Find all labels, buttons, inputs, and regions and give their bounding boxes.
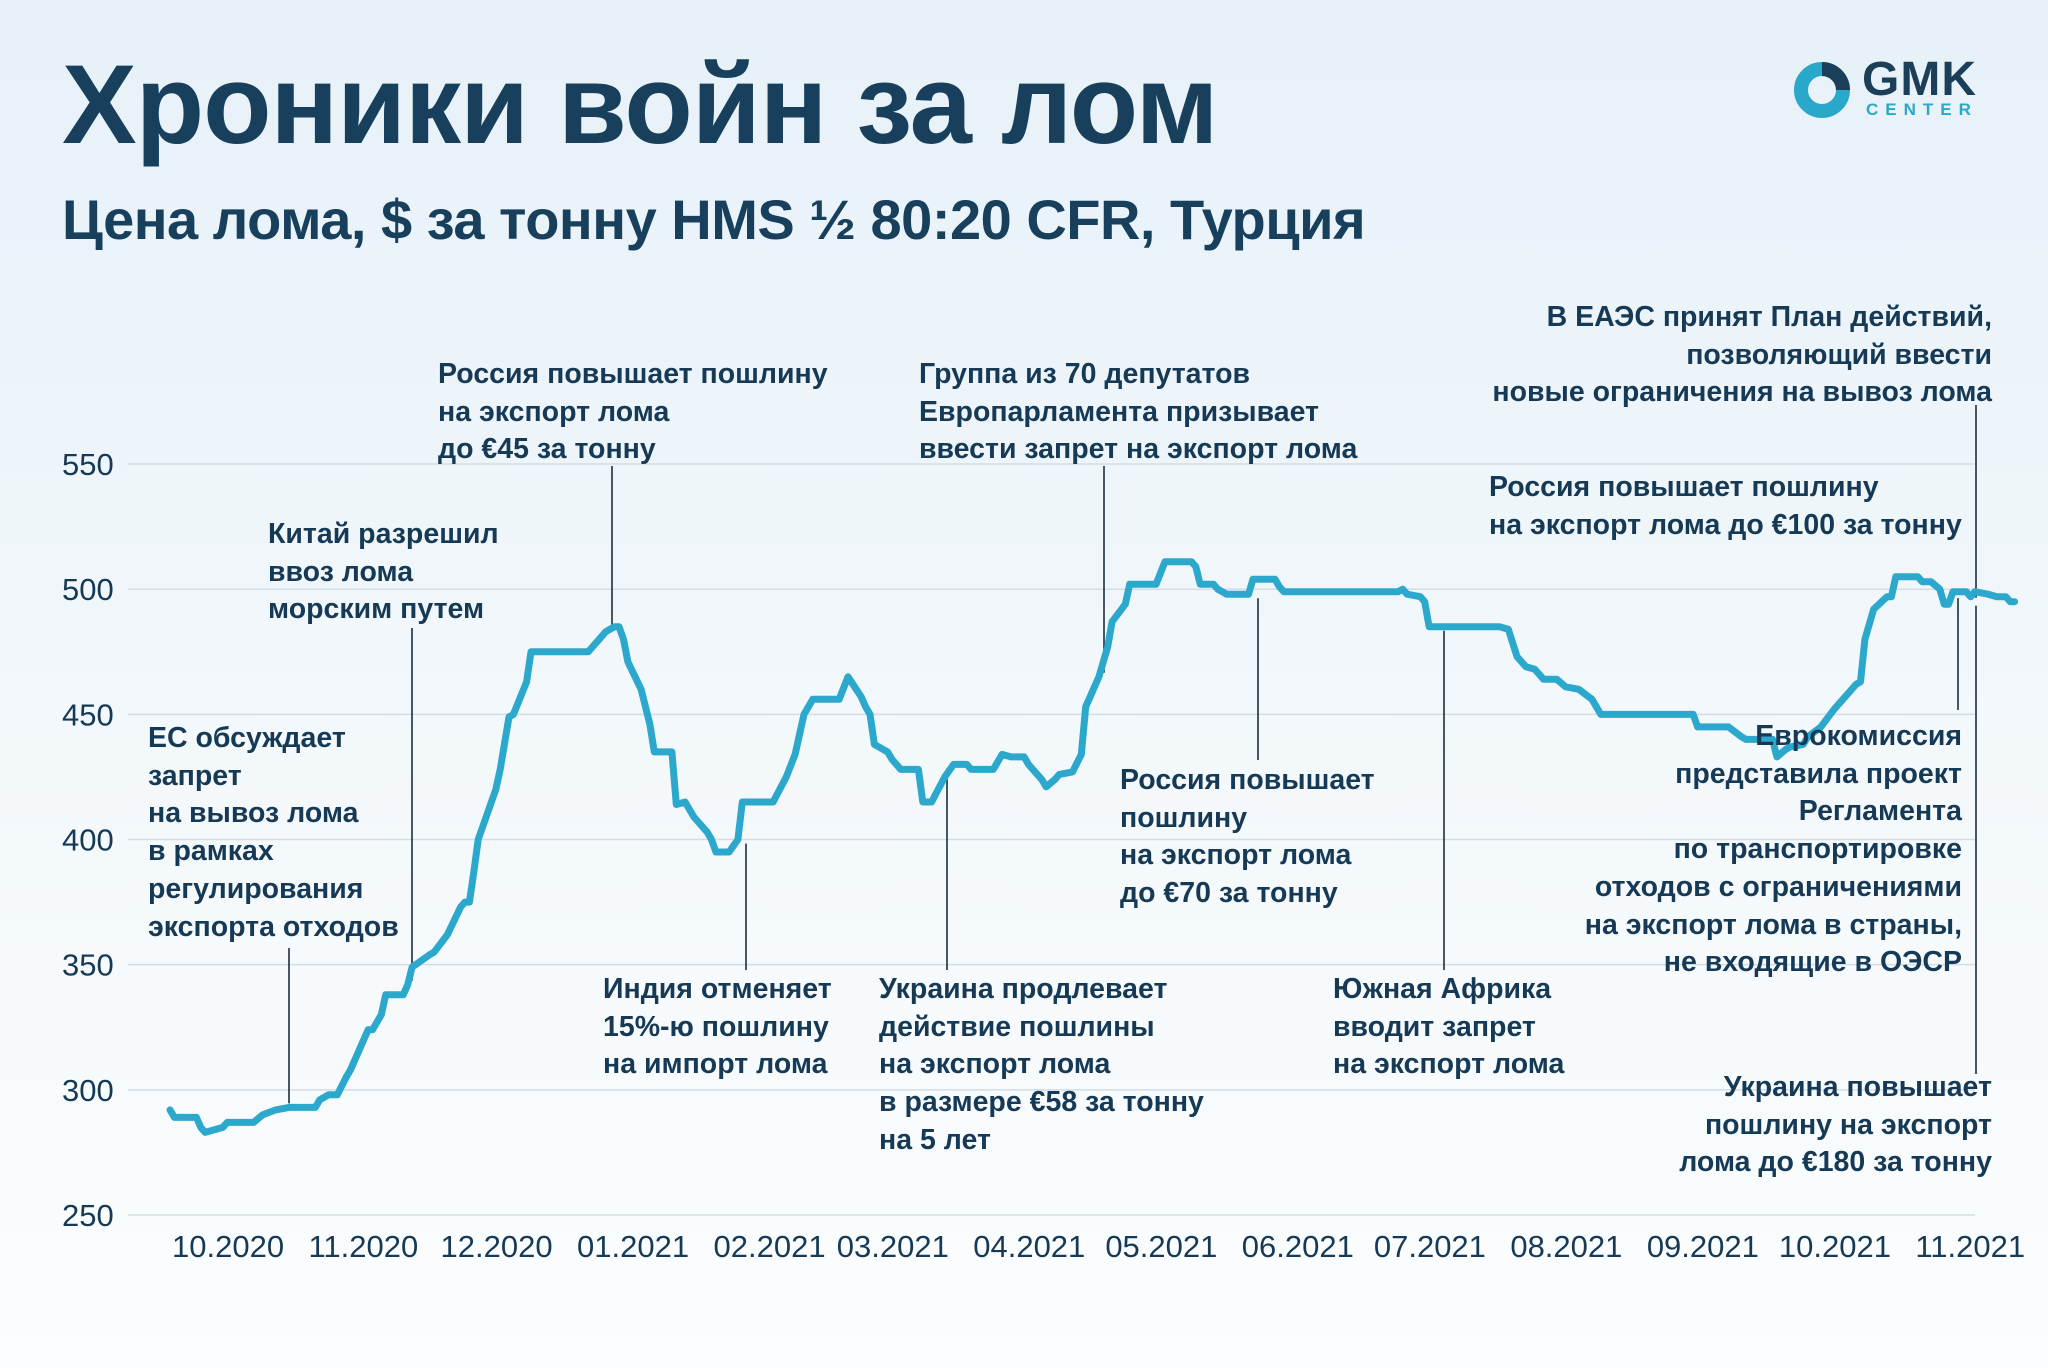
x-tick-label-7: 05.2021	[1105, 1229, 1217, 1264]
y-tick-label-300: 300	[62, 1073, 114, 1108]
x-tick-label-6: 04.2021	[973, 1229, 1085, 1264]
x-tick-label-9: 07.2021	[1374, 1229, 1486, 1264]
annotation-eaeu-action-plan: В ЕАЭС принят План действий, позволяющий…	[1492, 301, 1992, 409]
annotation-india-cancels-duty: Индия отменяет 15%-ю пошлину на импорт л…	[603, 973, 832, 1081]
annotation-ec-regulation-proposal: Еврокомиссия представила проект Регламен…	[1584, 720, 1962, 979]
page-title: Хроники войн за лом	[62, 42, 1219, 167]
annotation-russia-raises-45: Россия повышает пошлину на экспорт лома …	[438, 358, 828, 466]
annotation-china-allows-import: Китай разрешил ввоз лома морским путем	[268, 518, 499, 626]
x-tick-label-3: 01.2021	[577, 1229, 689, 1264]
x-tick-label-10: 08.2021	[1510, 1229, 1622, 1264]
x-tick-label-8: 06.2021	[1242, 1229, 1354, 1264]
chart-subtitle: Цена лома, $ за тонну HMS ½ 80:20 CFR, Т…	[62, 188, 1366, 251]
annotation-meps-call-ban: Группа из 70 депутатов Европарламента пр…	[919, 358, 1358, 466]
y-tick-label-500: 500	[62, 572, 114, 607]
price-series-line	[166, 558, 2019, 1136]
grid-lines	[128, 463, 1975, 1216]
gmk-ring-icon	[1794, 62, 1850, 118]
x-tick-label-11: 09.2021	[1647, 1229, 1759, 1264]
x-axis-ticks: 10.2020 11.2020 12.2020 01.2021 02.2021 03.20…	[172, 1229, 2025, 1264]
annotation-ukraine-extends-58: Украина продлевает действие пошлины на э…	[879, 973, 1204, 1156]
annotation-russia-raises-100: Россия повышает пошлину на экспорт лома …	[1489, 471, 1962, 541]
gmk-center-logo[interactable]: GMK CENTER	[1790, 53, 1990, 126]
y-tick-label-250: 250	[62, 1198, 114, 1233]
y-tick-label-550: 550	[62, 447, 114, 482]
annotation-russia-raises-70: Россия повышает пошлину на экспорт лома …	[1120, 764, 1375, 910]
x-tick-label-4: 02.2021	[714, 1229, 826, 1264]
annotation-eu-discusses-ban: ЕС обсуждает запрет на вывоз лома в рамк…	[148, 722, 399, 943]
logo-text: GMK	[1862, 53, 1977, 106]
y-tick-label-450: 450	[62, 697, 114, 732]
annotation-leader-lines	[288, 405, 1977, 1104]
annotation-ukraine-raises-180: Украина повышает пошлину на экспорт лома…	[1679, 1071, 1992, 1179]
y-tick-label-350: 350	[62, 948, 114, 983]
x-tick-label-0: 10.2020	[172, 1229, 284, 1264]
annotation-south-africa-ban: Южная Африка вводит запрет на экспорт ло…	[1333, 973, 1565, 1081]
y-axis-ticks: 250 300 350 400 450 500 550	[62, 447, 114, 1233]
x-tick-label-12: 10.2021	[1779, 1229, 1891, 1264]
y-tick-label-400: 400	[62, 823, 114, 858]
x-tick-label-5: 03.2021	[837, 1229, 949, 1264]
logo-subtext: CENTER	[1866, 100, 1978, 119]
x-tick-label-13: 11.2021	[1915, 1229, 2025, 1264]
x-tick-label-1: 11.2020	[308, 1229, 418, 1264]
x-tick-label-2: 12.2020	[441, 1229, 553, 1264]
